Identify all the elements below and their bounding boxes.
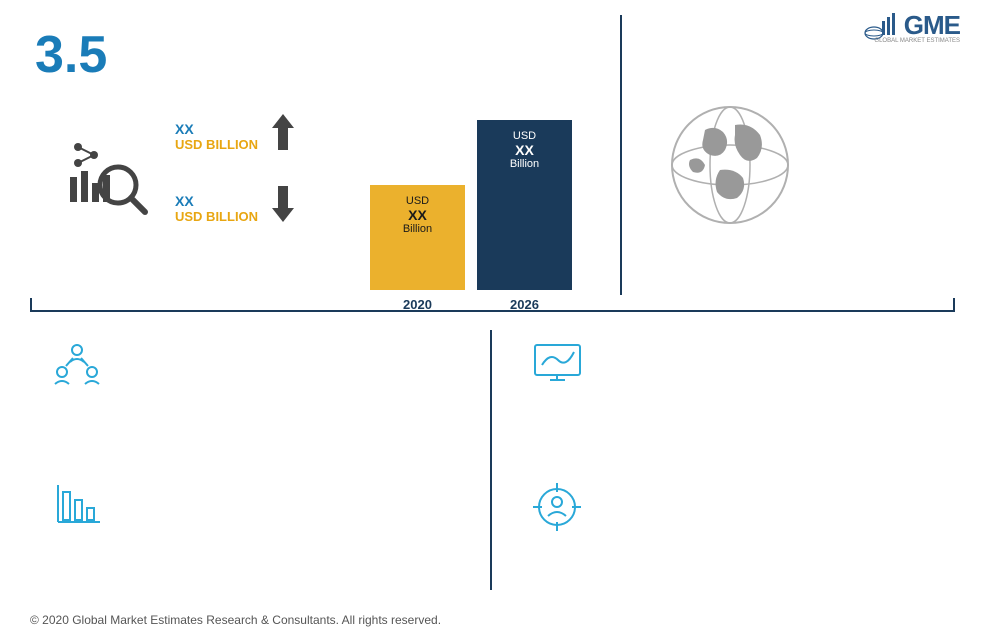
monitor-chart-icon [530,340,585,395]
bar2-unit: Billion [477,158,572,170]
logo-text: GME [904,10,960,41]
quadrant-top-left [50,340,470,395]
horizontal-divider [30,310,955,312]
optimistic-xx: XX [175,121,258,137]
bar2-currency: USD [477,130,572,142]
bar-2020: USD XX Billion 2020 [370,185,465,290]
pessimistic-row: XX USD BILLION [175,184,296,232]
gme-logo: GME GLOBAL MARKET ESTIMATES [864,10,960,41]
logo-icon [864,11,898,41]
quadrant-bottom-right [530,480,950,540]
bar2-value: XX [477,142,572,158]
bar-chart-icon [50,480,105,535]
vertical-divider-mid [490,330,492,590]
bar-2026: USD XX Billion 2026 [477,120,572,290]
market-size-bars: USD XX Billion 2020 USD XX Billion 2026 [370,110,590,290]
copyright-text: © 2020 Global Market Estimates Research … [30,613,441,627]
quadrant-top-right [530,340,950,395]
scenario-block: XX USD BILLION XX USD BILLION [175,112,296,256]
optimistic-usd: USD BILLION [175,137,258,152]
up-arrow-icon [270,112,296,160]
pessimistic-usd: USD BILLION [175,209,258,224]
target-user-icon [530,480,585,540]
analysis-icon [60,135,150,230]
bar1-currency: USD [370,195,465,207]
bar1-unit: Billion [370,223,465,235]
optimistic-row: XX USD BILLION [175,112,296,160]
cagr-block: 3.5 [35,25,107,85]
vertical-divider-top [620,15,622,295]
cagr-value: 3.5 [35,25,107,85]
logo-tagline: GLOBAL MARKET ESTIMATES [874,38,960,44]
down-arrow-icon [270,184,296,232]
bar1-value: XX [370,207,465,223]
people-network-icon [50,340,105,395]
quadrant-bottom-left [50,480,470,535]
globe-icon [665,100,795,235]
pessimistic-xx: XX [175,193,258,209]
